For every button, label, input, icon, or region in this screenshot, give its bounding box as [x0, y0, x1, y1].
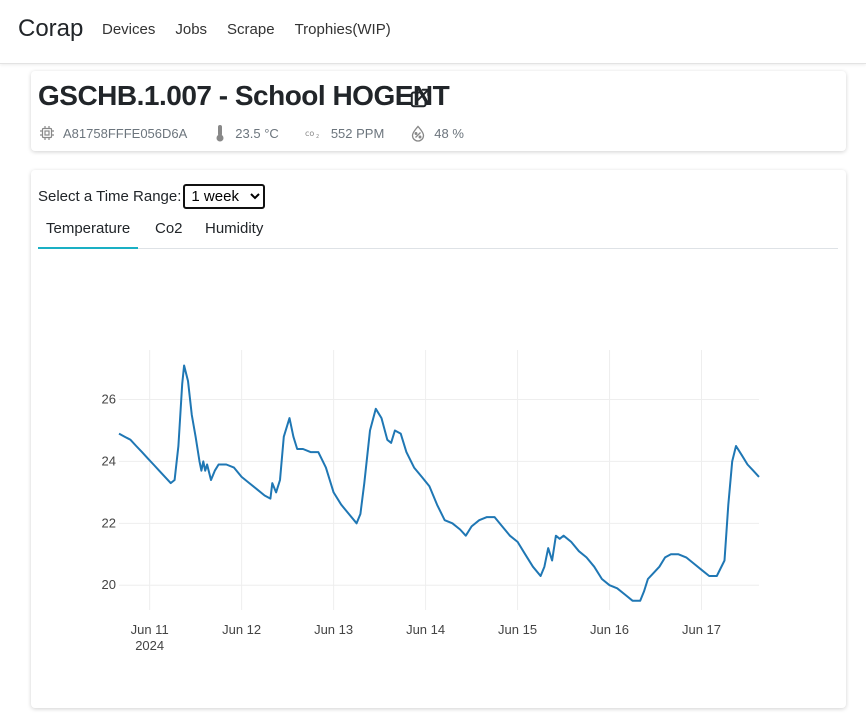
x-tick-label: Jun 14	[406, 622, 445, 637]
humidity-icon	[412, 125, 425, 142]
time-range-label: Select a Time Range:	[38, 188, 182, 205]
time-range-row: Select a Time Range: 1 week	[38, 184, 266, 209]
device-co2: co 2 552 PPM	[305, 126, 384, 141]
y-tick-label: 22	[102, 515, 116, 530]
y-tick-label: 20	[102, 577, 116, 592]
nav-link-scrape[interactable]: Scrape	[227, 21, 275, 38]
nav-link-devices[interactable]: Devices	[102, 21, 156, 38]
metric-tabs: Temperature Co2 Humidity	[38, 216, 838, 249]
temperature-line	[118, 364, 760, 602]
y-tick-label: 24	[102, 453, 116, 468]
thermometer-icon	[216, 125, 224, 142]
brand-link[interactable]: Corap	[18, 15, 84, 42]
device-humidity-text: 48 %	[434, 125, 464, 141]
device-meta: A81758FFFE056D6A 23.5 °C co 2 552 PPM 48	[39, 124, 490, 142]
y-tick-label: 26	[102, 392, 116, 407]
y-tick-labels: 20 22 24 26	[102, 392, 116, 593]
x-tick-label: Jun 12	[222, 622, 261, 637]
chart-card: Select a Time Range: 1 week Temperature …	[31, 170, 846, 708]
grid-lines	[119, 350, 759, 610]
device-humidity: 48 %	[410, 125, 464, 142]
external-link-icon[interactable]	[409, 87, 431, 109]
x-tick-year-label: 2024	[135, 638, 164, 653]
x-tick-label: Jun 16	[590, 622, 629, 637]
nav-links: Devices Jobs Scrape Trophies(WIP)	[102, 21, 411, 38]
x-tick-label: Jun 17	[682, 622, 721, 637]
co2-icon: co 2	[305, 129, 319, 139]
device-id-text: A81758FFFE056D6A	[63, 125, 188, 141]
tab-temperature[interactable]: Temperature	[38, 218, 139, 249]
tab-co2[interactable]: Co2	[155, 220, 183, 237]
x-tick-label: Jun 13	[314, 622, 353, 637]
device-temperature-text: 23.5 °C	[235, 125, 279, 141]
device-id: A81758FFFE056D6A	[39, 125, 187, 141]
nav-link-jobs[interactable]: Jobs	[175, 21, 208, 38]
svg-text:co: co	[305, 129, 314, 138]
nav-link-trophies[interactable]: Trophies(WIP)	[294, 21, 391, 38]
device-temperature: 23.5 °C	[213, 124, 279, 142]
x-tick-label: Jun 11	[131, 622, 169, 637]
device-header-card: GSCHB.1.007 - School HOGENT A81758FFFE05…	[31, 71, 846, 151]
chip-icon	[40, 126, 54, 140]
time-range-select[interactable]: 1 week	[183, 184, 266, 209]
device-title: GSCHB.1.007 - School HOGENT	[38, 80, 450, 111]
navbar: Corap Devices Jobs Scrape Trophies(WIP)	[0, 0, 866, 64]
svg-text:2: 2	[316, 134, 319, 139]
tab-humidity[interactable]: Humidity	[205, 220, 264, 237]
device-co2-text: 552 PPM	[330, 125, 385, 141]
x-tick-label: Jun 15	[498, 622, 537, 637]
